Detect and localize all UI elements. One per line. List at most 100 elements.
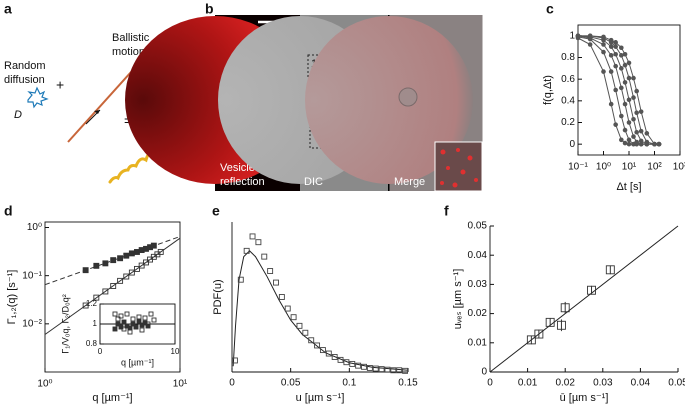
fit-line — [44, 237, 181, 335]
axes-frame — [44, 221, 181, 373]
data-point — [296, 322, 303, 329]
data-point — [402, 367, 409, 374]
y-tick-label: 0.8 — [86, 339, 98, 348]
y-axis-label: Γ₁/V₀q, Γ₂/D₀q² — [60, 294, 70, 353]
axes-frame — [577, 24, 681, 156]
data-point — [619, 113, 624, 119]
data-point — [117, 255, 124, 262]
diagram-label: motion — [112, 46, 145, 58]
panel-label: c — [546, 1, 554, 17]
x-tick-label: 10 — [171, 347, 180, 356]
data-point — [314, 342, 321, 349]
panel-label: e — [212, 203, 220, 219]
y-tick-label: 0.6 — [561, 74, 575, 85]
data-point — [118, 313, 124, 319]
data-point — [148, 311, 154, 317]
data-point — [128, 269, 135, 276]
data-point — [157, 248, 164, 255]
data-point — [638, 141, 644, 147]
x-tick-label: 0 — [487, 378, 493, 389]
diagram-label: D — [14, 109, 22, 121]
x-tick-label: 0.04 — [631, 378, 651, 389]
data-point — [349, 360, 356, 367]
data-point — [631, 95, 636, 100]
y-axis-label: f(q,Δt) — [542, 75, 554, 105]
data-point — [545, 317, 555, 327]
data-point — [622, 80, 628, 85]
y-tick-label: 10⁻² — [22, 318, 42, 329]
inset-vesicles — [440, 148, 478, 188]
y-tick-label: 10⁰ — [27, 222, 42, 233]
data-point — [378, 366, 385, 373]
data-point — [622, 127, 628, 133]
data-point — [138, 262, 145, 269]
data-point — [112, 311, 118, 317]
data-point — [302, 329, 309, 336]
data-point — [631, 116, 636, 122]
y-tick-label: 0 — [569, 139, 575, 150]
fit-line — [578, 35, 659, 145]
fit-line — [578, 35, 659, 145]
y-tick-label: 1.2 — [86, 299, 98, 308]
x-axis-label: ū [µm s⁻¹] — [560, 392, 609, 404]
panel-label: f — [444, 203, 449, 219]
data-point — [308, 337, 315, 344]
data-point — [127, 329, 133, 335]
data-point — [613, 51, 618, 57]
data-point — [626, 75, 632, 81]
data-point — [142, 320, 148, 326]
data-point — [361, 363, 367, 370]
y-tick-label: 0.01 — [468, 337, 488, 348]
data-point — [644, 131, 650, 136]
arrow-head — [94, 110, 100, 114]
y-tick-label: 1 — [569, 30, 575, 41]
y-axis-label: Γ₁,₂(q) [s⁻¹] — [6, 270, 18, 325]
data-point — [249, 233, 256, 240]
ballistic-line — [67, 61, 141, 143]
data-point — [634, 129, 639, 135]
data-point — [601, 42, 606, 47]
data-point — [355, 362, 362, 369]
fit-line — [577, 35, 659, 145]
data-point — [626, 60, 632, 66]
data-point — [634, 88, 639, 94]
data-point — [626, 141, 632, 147]
data-point — [608, 69, 614, 74]
data-point — [278, 294, 285, 300]
data-point — [608, 44, 614, 49]
data-point — [656, 141, 662, 147]
data-point — [638, 128, 644, 134]
data-point — [613, 122, 618, 127]
diagram-symbol: + — [56, 77, 64, 93]
x-tick-label: 10³ — [673, 162, 685, 173]
data-point — [261, 253, 268, 260]
data-point — [133, 324, 139, 330]
y-tick-label: 0.8 — [561, 52, 575, 63]
data-point — [237, 276, 244, 283]
data-point — [622, 62, 628, 68]
data-point — [139, 327, 145, 333]
data-point — [631, 75, 636, 81]
data-point — [343, 359, 350, 366]
data-point — [284, 305, 291, 312]
data-point — [127, 325, 133, 331]
diagram-label: Ballistic — [112, 32, 150, 44]
x-axis-label: Δt [s] — [616, 181, 641, 193]
diagram-label: Random — [4, 60, 46, 72]
data-point — [145, 321, 151, 327]
x-tick-label: 0.15 — [398, 378, 418, 389]
data-point — [608, 37, 614, 43]
data-point — [115, 316, 121, 322]
data-point — [526, 335, 536, 345]
data-point — [123, 273, 130, 280]
channel-label: Merge — [394, 176, 425, 188]
data-point — [136, 314, 142, 320]
y-tick-label: 0 — [481, 367, 487, 378]
data-point — [601, 69, 606, 74]
fit-line — [489, 225, 679, 373]
data-point — [231, 357, 238, 364]
fit-line — [577, 37, 659, 145]
data-point — [82, 302, 89, 309]
diffusion-trace — [27, 86, 49, 109]
